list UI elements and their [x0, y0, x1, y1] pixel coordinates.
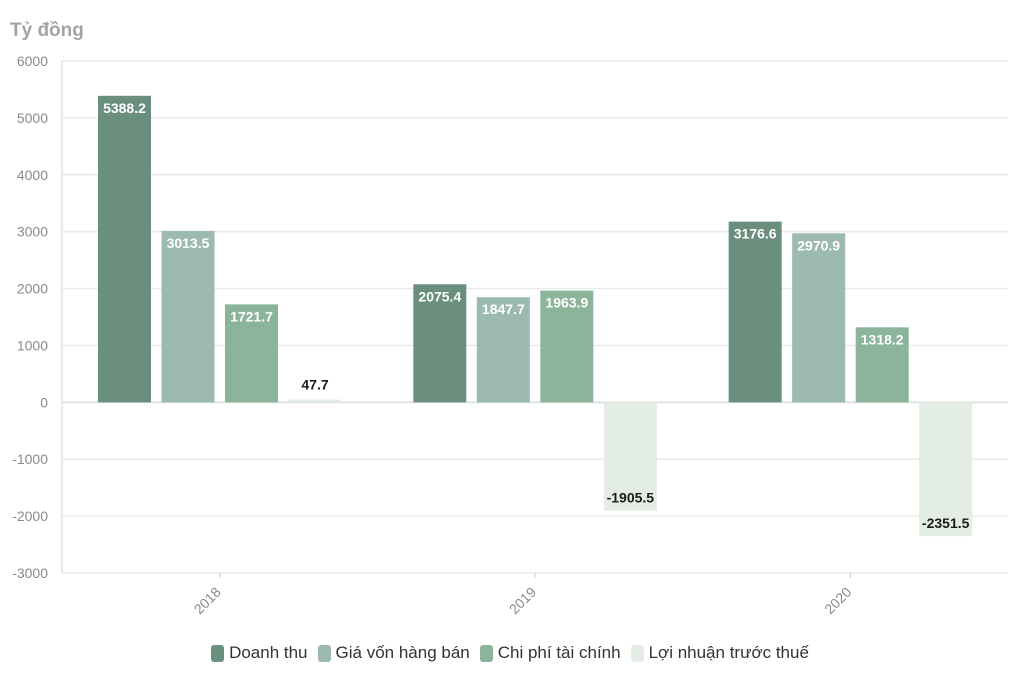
y-tick-label: 4000 — [17, 167, 48, 183]
y-tick-label: 2000 — [17, 281, 48, 297]
data-label: 2970.9 — [797, 237, 840, 253]
legend-label: Doanh thu — [229, 643, 308, 662]
bar — [792, 233, 846, 403]
bar — [413, 284, 467, 403]
y-tick-label: 1000 — [17, 337, 48, 353]
legend-item[interactable]: Lợi nhuận trước thuế — [630, 643, 809, 663]
legend-swatch — [479, 644, 493, 662]
bar — [476, 297, 530, 403]
y-tick-label: 0 — [40, 394, 48, 410]
y-tick-label: -1000 — [12, 451, 48, 467]
y-axis-unit-label: Tỷ đồng — [10, 20, 84, 41]
data-label: 3013.5 — [167, 235, 210, 251]
data-label: 2075.4 — [418, 288, 461, 304]
legend-swatch — [317, 644, 331, 662]
data-label: 47.7 — [301, 377, 328, 393]
legend-label: Chi phí tài chính — [497, 643, 621, 662]
bar — [161, 230, 215, 403]
bar — [288, 399, 342, 403]
legend-item[interactable]: Giá vốn hàng bán — [317, 643, 470, 663]
y-tick-label: 6000 — [17, 53, 48, 69]
bar — [919, 402, 973, 537]
y-tick-label: -3000 — [12, 565, 48, 581]
data-label: 1847.7 — [482, 301, 525, 317]
data-label: 1721.7 — [230, 308, 273, 324]
y-tick-label: 5000 — [17, 110, 48, 126]
bar — [855, 327, 909, 403]
data-label: -2351.5 — [922, 515, 970, 531]
legend-label: Lợi nhuận trước thuế — [648, 643, 809, 662]
x-tick-label: 2020 — [821, 584, 854, 617]
y-tick-label: 3000 — [17, 224, 48, 240]
data-label: 5388.2 — [103, 100, 146, 116]
bar — [98, 95, 151, 403]
x-tick-label: 2018 — [191, 584, 224, 617]
chart-legend: Doanh thu Giá vốn hàng bán Chi phí tài chí… — [0, 643, 1020, 663]
data-label: 1963.9 — [545, 295, 588, 311]
x-tick-label: 2019 — [506, 584, 539, 617]
legend-swatch — [211, 644, 225, 662]
bar — [603, 402, 657, 511]
legend-item[interactable]: Chi phí tài chính — [479, 643, 621, 663]
data-label: 1318.2 — [861, 331, 904, 347]
legend-swatch — [630, 644, 644, 662]
bar — [728, 221, 782, 403]
data-label: -1905.5 — [607, 490, 655, 506]
chart-plot-area: 6000 5000 4000 3000 2000 1000 0 -1000 -2000 -3000… — [12, 53, 1008, 617]
bar — [225, 304, 278, 403]
y-tick-label: -2000 — [12, 508, 48, 524]
legend-item[interactable]: Doanh thu — [211, 643, 308, 663]
data-label: 3176.6 — [734, 226, 777, 242]
legend-label: Giá vốn hàng bán — [335, 643, 470, 662]
bar — [540, 290, 594, 403]
